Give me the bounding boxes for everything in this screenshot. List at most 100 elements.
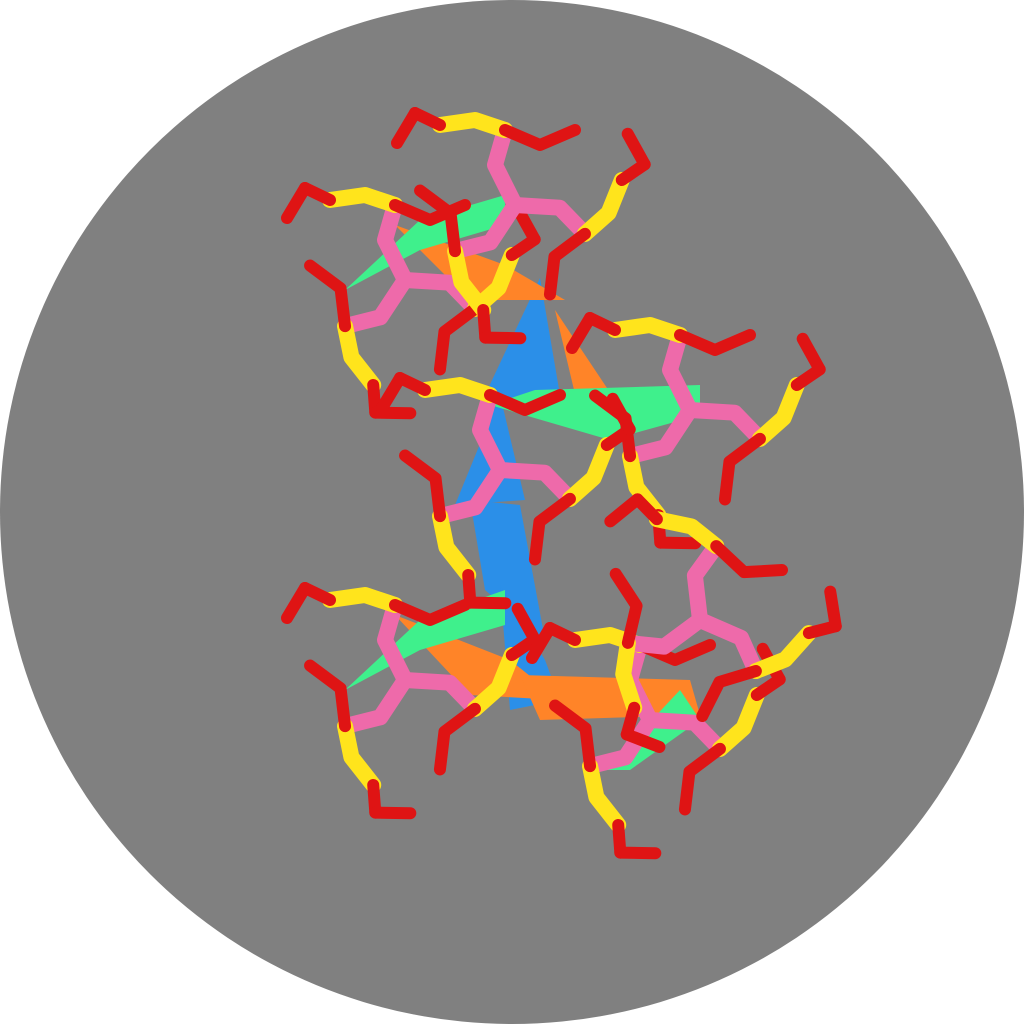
yellow-segment (711, 687, 765, 757)
red-crossbar (710, 540, 789, 579)
red-crossbar (678, 742, 726, 816)
red-hook (654, 536, 702, 550)
yellow-segment (751, 377, 805, 447)
red-hook (604, 493, 644, 528)
yellow-segment (417, 377, 498, 403)
pinwheel-arm (492, 392, 636, 566)
pinwheel-cluster (281, 582, 541, 820)
pinwheel-arm (692, 585, 842, 723)
pink-segment (397, 672, 483, 717)
red-hook (464, 596, 512, 610)
pinwheel-arm (414, 184, 527, 345)
pinwheel-arm (304, 659, 417, 820)
red-crossbar (433, 302, 481, 376)
red-crossbar (609, 567, 643, 649)
red-hook (281, 182, 311, 224)
pinwheel-cluster (376, 372, 636, 610)
pinwheel-arm (642, 642, 786, 816)
background-triangle (345, 195, 505, 290)
yellow-segment (582, 758, 627, 833)
pink-segment (487, 122, 523, 213)
red-hook (526, 622, 556, 664)
red-crossbar (304, 659, 352, 733)
yellow-segment (576, 172, 630, 242)
red-hook (376, 372, 406, 414)
red-crossbar (304, 259, 352, 333)
red-hook (479, 331, 527, 345)
red-crossbar (389, 599, 471, 626)
yellow-segment (607, 317, 688, 343)
pink-segment (686, 538, 725, 628)
yellow-segment (337, 318, 382, 393)
red-crossbar (484, 389, 566, 416)
red-hook (511, 202, 541, 246)
pinwheel-arm (507, 127, 651, 301)
pinwheel-arm (609, 567, 708, 753)
pink-segment (642, 712, 728, 757)
pinwheel-arm (391, 107, 581, 213)
pink-segment (377, 597, 413, 688)
pink-segment (692, 612, 764, 680)
red-hook (566, 312, 596, 354)
yellow-segment (322, 187, 403, 213)
yellow-segment (432, 508, 477, 583)
pinwheel-cluster (391, 107, 651, 345)
red-crossbar (549, 699, 597, 773)
pink-segment (492, 462, 578, 507)
yellow-segment (615, 634, 643, 716)
red-hook (511, 602, 541, 646)
yellow-segment (747, 625, 817, 680)
pinwheel-arm (604, 493, 789, 628)
pinwheel-arm (682, 332, 826, 506)
pink-segment (337, 672, 413, 735)
red-crossbar (433, 702, 481, 776)
yellow-segment (466, 647, 520, 717)
pinwheel-arm (549, 699, 662, 860)
red-crossbar (414, 184, 462, 258)
red-hook (281, 582, 311, 624)
pinwheel-arm (397, 602, 541, 776)
red-crossbar (718, 432, 766, 506)
yellow-segment (447, 243, 492, 318)
pink-segment (447, 197, 523, 260)
red-hook (824, 585, 842, 633)
background-triangle (470, 500, 545, 640)
pinwheel-arm (376, 372, 566, 478)
yellow-segment (337, 718, 382, 793)
pink-segment (507, 197, 593, 242)
pinwheel-cluster (526, 622, 786, 860)
red-crossbar (674, 329, 756, 356)
red-hook (621, 127, 651, 171)
yellow-segment (432, 112, 513, 138)
red-hook (606, 392, 636, 436)
pink-segment (582, 712, 658, 775)
pink-segment (377, 197, 413, 288)
red-hook (391, 107, 421, 149)
red-crossbar (543, 227, 591, 301)
pink-segment (337, 272, 413, 335)
red-hook (614, 846, 662, 860)
pink-segment (622, 402, 698, 465)
pink-segment (662, 327, 698, 418)
red-crossbar (499, 124, 581, 151)
pinwheel-arm (566, 312, 756, 418)
red-crossbar (528, 492, 576, 566)
pink-segment (432, 462, 508, 525)
yellow-segment (648, 511, 725, 555)
pinwheel-cluster (604, 493, 842, 753)
yellow-segment (322, 587, 403, 613)
yellow-segment (561, 437, 615, 507)
red-hook (620, 728, 666, 753)
pinwheel-layer (281, 107, 842, 860)
pinwheel-arm (281, 582, 471, 688)
red-crossbar (399, 449, 447, 523)
red-crossbar (696, 665, 762, 723)
pink-segment (682, 402, 768, 447)
red-hook (369, 806, 417, 820)
red-hook (796, 332, 826, 376)
background-triangle (345, 590, 505, 690)
pink-segment (472, 387, 508, 478)
pinwheel-arm (399, 449, 512, 610)
